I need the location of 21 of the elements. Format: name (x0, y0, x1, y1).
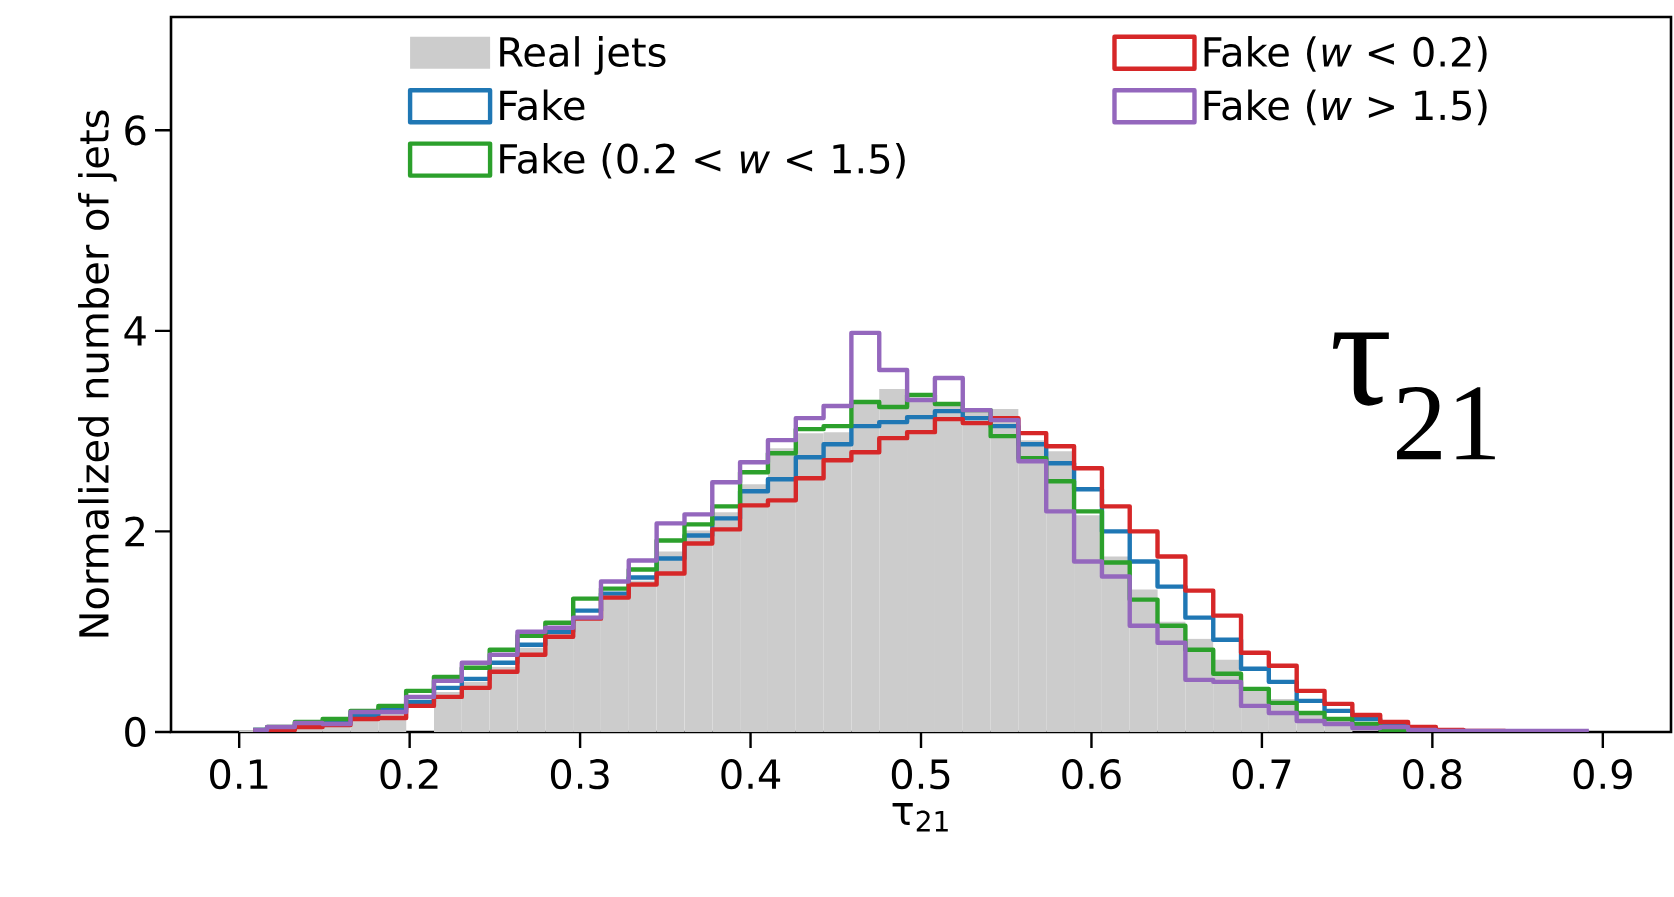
legend-label: Fake (w < 0.2) (1204, 36, 1487, 72)
x-tick-label: 0.8 (1403, 759, 1462, 790)
y-tick-label: 2 (125, 516, 144, 547)
x-tick-label: 0.2 (380, 759, 438, 790)
x-tick-label: 0.7 (1232, 759, 1291, 790)
annotation: τ$_{21}$ (1332, 332, 1495, 460)
x-tick-label: 0.9 (1573, 759, 1632, 790)
y-tick-label: 6 (125, 115, 146, 146)
x-tick-label: 0.6 (1062, 759, 1121, 790)
x-tick-label: 0.4 (721, 759, 781, 790)
y-axis-title: Normalized number of jets (78, 110, 117, 637)
legend-label: Real jets (500, 36, 666, 75)
y-tick-label: 0 (125, 716, 146, 748)
legend-label: Fake (w > 1.5) (1204, 89, 1487, 126)
x-tick-label: 0.3 (550, 759, 609, 790)
x-tick-label: 0.5 (891, 759, 950, 790)
legend-label: Fake (0.2 < w < 1.5) (500, 142, 905, 179)
x-tick-label: 0.1 (210, 759, 268, 790)
y-tick-label: 4 (124, 316, 146, 346)
legend-label: Fake (500, 89, 585, 121)
x-axis-title: τ$_{21}$ (892, 803, 948, 832)
